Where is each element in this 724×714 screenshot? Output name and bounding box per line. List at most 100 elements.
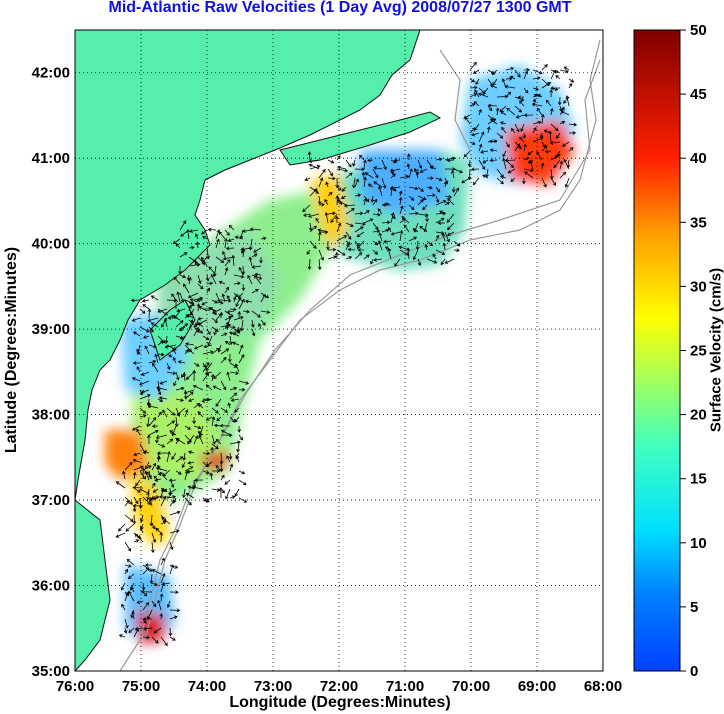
- velocity-arrow: [241, 247, 253, 250]
- x-tick-label: 69:00: [518, 678, 556, 695]
- colorbar-tick-label: 10: [690, 535, 707, 552]
- velocity-arrowhead: [205, 336, 210, 341]
- velocity-arrowhead: [206, 470, 210, 475]
- velocity-arrowhead: [262, 321, 266, 326]
- velocity-arrowhead: [150, 549, 155, 554]
- velocity-arrowhead: [170, 564, 175, 569]
- velocity-arrowhead: [391, 211, 395, 216]
- velocity-arrowhead: [536, 76, 541, 81]
- velocity-arrowhead: [143, 626, 147, 631]
- velocity-arrowhead: [373, 198, 378, 203]
- velocity-arrow: [142, 299, 150, 302]
- velocity-arrow: [218, 231, 226, 240]
- velocity-arrow: [471, 132, 480, 136]
- velocity-arrowhead: [360, 226, 364, 230]
- velocity-arrow: [381, 159, 387, 170]
- velocity-arrowhead: [418, 165, 423, 169]
- velocity-arrow: [142, 591, 147, 597]
- velocity-arrowhead: [472, 70, 477, 74]
- velocity-arrow: [165, 335, 168, 344]
- velocity-arrow: [337, 166, 347, 170]
- velocity-arrow: [461, 177, 471, 184]
- velocity-arrowhead: [120, 586, 125, 591]
- velocity-arrow: [327, 159, 334, 164]
- velocity-arrow: [563, 159, 570, 170]
- velocity-arrowhead: [144, 345, 148, 349]
- velocity-arrow: [139, 407, 146, 414]
- velocity-arrowhead: [205, 367, 210, 371]
- velocity-arrowhead: [163, 488, 168, 492]
- velocity-arrow: [251, 319, 254, 328]
- velocity-arrowhead: [221, 474, 225, 479]
- velocity-arrowhead: [143, 620, 147, 624]
- velocity-arrow: [325, 182, 329, 188]
- velocity-arrowhead: [195, 363, 200, 367]
- velocity-arrowhead: [157, 455, 161, 460]
- velocity-arrowhead: [522, 135, 527, 139]
- velocity-arrowhead: [162, 409, 166, 414]
- velocity-arrow: [309, 240, 317, 249]
- velocity-arrowhead: [532, 98, 537, 103]
- velocity-arrowhead: [180, 386, 185, 391]
- velocity-arrow: [175, 437, 186, 445]
- velocity-arrowhead: [234, 235, 239, 240]
- velocity-arrowhead: [440, 231, 445, 235]
- velocity-arrowhead: [424, 243, 429, 248]
- velocity-arrow: [196, 242, 199, 249]
- x-axis-ticks: 76:00 75:00 74:00 73:00 72:00 71:00 70:00 69:00…: [56, 678, 622, 695]
- velocity-arrowhead: [149, 580, 154, 585]
- velocity-arrowhead: [530, 168, 534, 173]
- velocity-arrow: [196, 319, 199, 326]
- velocity-arrow: [482, 87, 489, 95]
- velocity-arrowhead: [141, 310, 146, 314]
- y-axis-label: Latitude (Degrees:Minutes): [3, 246, 20, 454]
- velocity-arrow: [211, 407, 219, 414]
- velocity-arrow: [169, 478, 174, 488]
- x-tick-label: 75:00: [122, 678, 160, 695]
- velocity-arrowhead: [204, 371, 209, 375]
- velocity-arrowhead: [210, 273, 215, 278]
- velocity-arrowhead: [229, 331, 233, 336]
- velocity-arrowhead: [172, 371, 177, 376]
- velocity-arrow: [344, 204, 356, 207]
- velocity-arrow: [188, 301, 195, 306]
- velocity-arrowhead: [563, 66, 568, 70]
- velocity-arrow: [536, 151, 543, 161]
- velocity-arrow: [496, 168, 504, 178]
- velocity-arrow: [124, 500, 130, 507]
- velocity-arrow: [198, 317, 204, 320]
- velocity-arrow: [206, 328, 211, 335]
- velocity-arrowhead: [163, 317, 168, 322]
- velocity-arrowhead: [249, 227, 254, 232]
- velocity-arrowhead: [152, 462, 157, 467]
- x-tick-label: 71:00: [386, 678, 424, 695]
- velocity-arrowhead: [554, 127, 559, 132]
- velocity-arrow: [150, 514, 153, 526]
- velocity-arrowhead: [473, 61, 477, 66]
- velocity-arrow: [372, 249, 378, 255]
- velocity-arrowhead: [128, 590, 132, 595]
- velocity-arrowhead: [136, 600, 141, 604]
- velocity-arrowhead: [235, 371, 240, 375]
- velocity-arrow: [216, 416, 222, 422]
- velocity-arrowhead: [307, 151, 312, 155]
- velocity-arrow: [229, 308, 237, 311]
- velocity-arrowhead: [213, 375, 217, 380]
- velocity-arrow: [202, 362, 210, 373]
- velocity-arrow: [206, 247, 209, 259]
- velocity-arrowhead: [132, 508, 137, 513]
- velocity-arrow: [151, 295, 159, 301]
- velocity-arrow: [447, 198, 455, 206]
- velocity-arrow: [354, 194, 361, 197]
- velocity-arrowhead: [375, 174, 379, 179]
- velocity-arrowhead: [215, 403, 219, 407]
- velocity-arrowhead: [377, 212, 381, 217]
- velocity-arrowhead: [557, 101, 562, 106]
- velocity-arrowhead: [234, 363, 239, 368]
- velocity-arrowhead: [156, 386, 160, 390]
- velocity-arrowhead: [213, 331, 217, 336]
- velocity-arrow: [235, 363, 240, 373]
- velocity-arrow: [124, 618, 128, 629]
- velocity-arrow: [124, 627, 127, 634]
- velocity-arrow: [419, 226, 428, 233]
